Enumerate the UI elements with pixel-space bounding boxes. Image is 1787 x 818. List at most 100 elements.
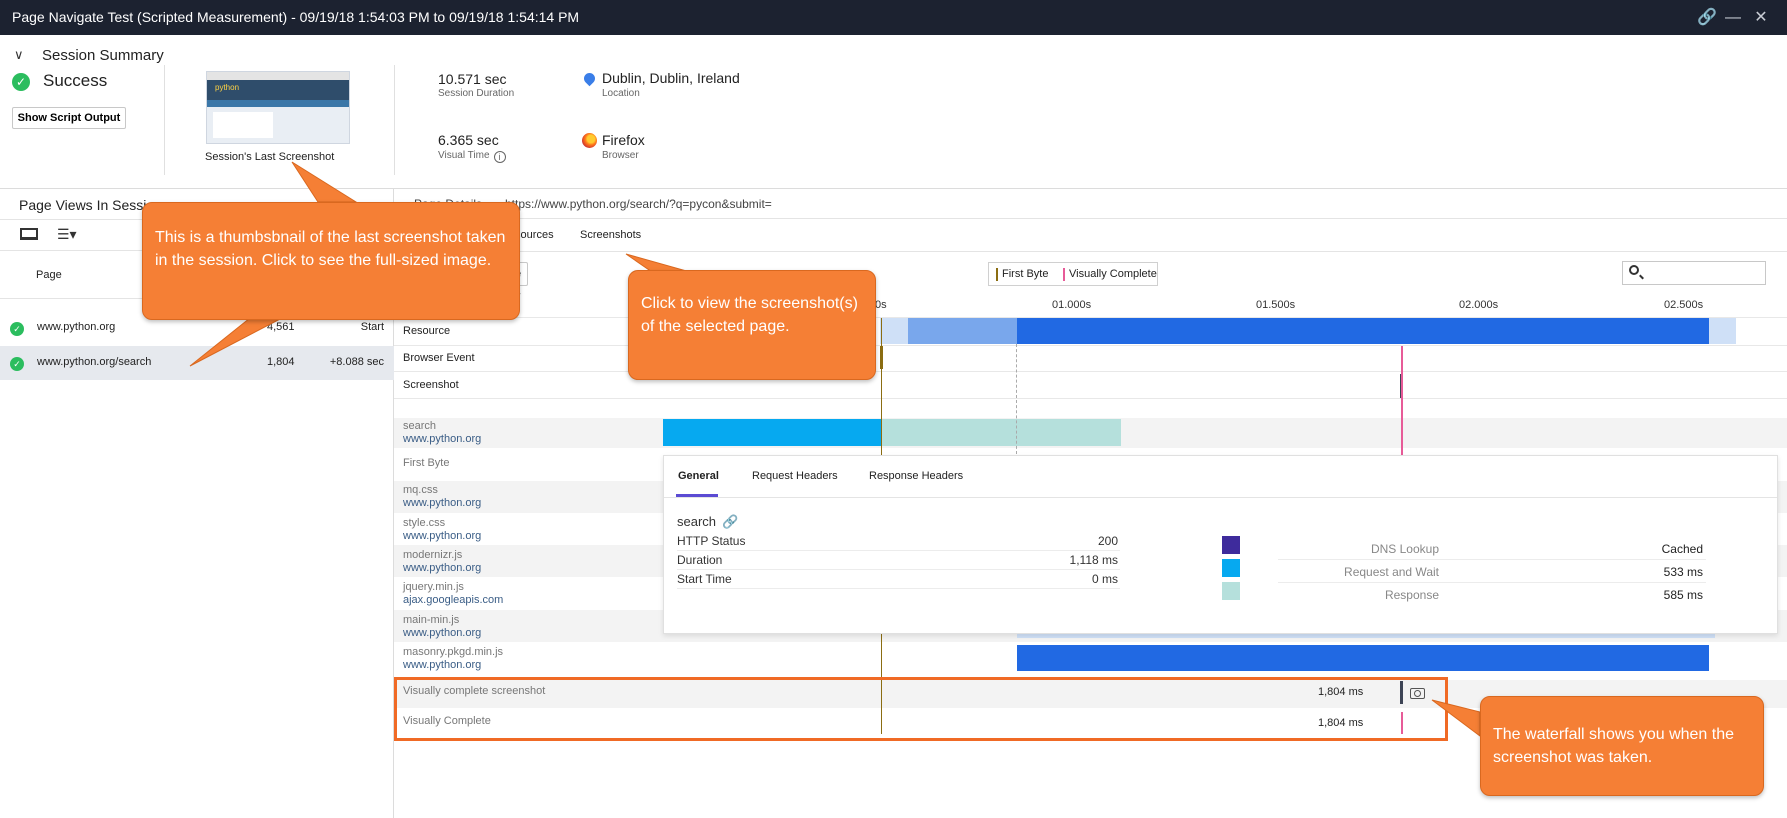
- resource-name: main-min.js: [403, 614, 460, 626]
- divider: [164, 65, 165, 175]
- waterfall-legend: First Byte Visually Complete: [988, 262, 1158, 286]
- field-value: 200: [1097, 534, 1118, 548]
- divider: [677, 569, 1120, 570]
- minimize-icon[interactable]: —: [1725, 9, 1741, 26]
- success-check-icon: ✓: [12, 73, 30, 91]
- divider: [394, 65, 395, 175]
- divider: [677, 588, 1120, 589]
- highlight-box: [394, 677, 1448, 741]
- grid-line: [1016, 344, 1017, 454]
- callout-text: The waterfall shows you when the screens…: [1493, 726, 1735, 766]
- success-check-icon: ✓: [10, 322, 24, 336]
- resource-name: modernizr.js: [403, 549, 463, 561]
- window-title: Page Navigate Test (Scripted Measurement…: [12, 9, 580, 25]
- resource-row[interactable]: jquery.min.js ajax.googleapis.com: [394, 577, 1787, 609]
- waterfall-toolbar: e ▾ First Byte Visually Complete: [394, 253, 1787, 302]
- thumbnail-caption: Session's Last Screenshot: [205, 151, 335, 163]
- tab-general[interactable]: General: [678, 470, 719, 482]
- field-value: 0 ms: [1091, 572, 1118, 586]
- location-value: Dublin, Dublin, Ireland: [602, 70, 740, 86]
- page-details-header: Page Details https://www.python.org/sear…: [394, 189, 1787, 219]
- filter-settings-icon[interactable]: ☰▾: [57, 226, 77, 242]
- show-script-output-button[interactable]: Show Script Output: [12, 107, 126, 129]
- thumbnail-logo: python: [215, 83, 240, 92]
- location-label: Location: [602, 88, 640, 99]
- resource-host: www.python.org: [403, 530, 482, 542]
- tab-response-headers[interactable]: Response Headers: [869, 470, 964, 482]
- swatch-dns: [1222, 536, 1240, 554]
- chevron-down-icon[interactable]: ∨: [14, 47, 24, 62]
- timing-value: 585 ms: [1663, 588, 1703, 602]
- tab-screenshots[interactable]: Screenshots: [580, 229, 642, 241]
- resource-name: First Byte: [403, 457, 450, 469]
- field-label: HTTP Status: [677, 534, 746, 548]
- divider: [394, 345, 1787, 346]
- timing-value: 533 ms: [1663, 565, 1703, 579]
- resource-row[interactable]: masonry.pkgd.min.js www.python.org: [394, 642, 1787, 675]
- last-screenshot-thumbnail[interactable]: python: [206, 71, 350, 144]
- info-icon[interactable]: i: [493, 151, 506, 163]
- tab-active-indicator: [676, 494, 718, 497]
- timing-label: Response: [1384, 588, 1439, 602]
- resource-host: www.python.org: [403, 627, 482, 639]
- resource-row[interactable]: style.css www.python.org: [394, 513, 1787, 545]
- axis-tick: 01.500s: [1256, 299, 1296, 311]
- page-view-row-selected[interactable]: ✓ www.python.org/search 1,804 +8.088 sec: [0, 346, 394, 380]
- visual-time-value: 6.365 sec: [438, 132, 499, 148]
- link-icon[interactable]: 🔗: [722, 514, 739, 529]
- axis-tick: 02.000s: [1459, 299, 1499, 311]
- first-byte-marker: [996, 268, 998, 281]
- browser-label: Browser: [602, 150, 639, 161]
- session-duration-value: 10.571 sec: [438, 71, 507, 87]
- page-view-url: www.python.org: [37, 321, 116, 333]
- divider: [394, 371, 1787, 372]
- legend-first-byte: First Byte: [1002, 268, 1049, 280]
- request-wait-bar[interactable]: [663, 419, 881, 446]
- search-icon: [1629, 265, 1639, 275]
- response-bar[interactable]: [881, 419, 1121, 446]
- link-icon[interactable]: 🔗: [1697, 9, 1717, 26]
- timing-label: Request and Wait: [1344, 565, 1439, 579]
- page-view-size: 1,804: [267, 356, 295, 368]
- resource-name: style.css: [403, 517, 446, 529]
- visually-complete-marker: [1063, 268, 1065, 281]
- window-titlebar: Page Navigate Test (Scripted Measurement…: [0, 0, 1787, 35]
- timing-label: DNS Lookup: [1370, 542, 1439, 556]
- resource-host: www.python.org: [403, 433, 482, 445]
- session-status: Success: [43, 71, 108, 90]
- session-summary-title: Session Summary: [42, 47, 164, 64]
- resource-name: Visually complete screenshot: [403, 685, 546, 697]
- resource-details-popup: General Request Headers Response Headers…: [663, 455, 1778, 634]
- resource-host: www.python.org: [403, 497, 482, 509]
- screenshot-marker[interactable]: [1400, 681, 1403, 704]
- search-input[interactable]: [1622, 261, 1766, 285]
- callout-thumbnail: This is a thumbsbnail of the last screen…: [142, 202, 520, 320]
- column-header-page[interactable]: Page: [36, 269, 62, 281]
- field-label: Start Time: [677, 572, 732, 586]
- axis-tick: 0s: [875, 299, 887, 311]
- resource-time: 1,804 ms: [1318, 717, 1364, 729]
- page-view-start: +8.088 sec: [329, 356, 384, 368]
- tab-request-headers[interactable]: Request Headers: [752, 470, 838, 482]
- success-check-icon: ✓: [10, 357, 24, 371]
- resource-bar[interactable]: [1017, 645, 1709, 671]
- divider: [1278, 559, 1706, 560]
- field-label: Duration: [677, 553, 723, 567]
- callout-text: Click to view the screenshot(s) of the s…: [641, 295, 858, 335]
- page-view-url: www.python.org/search: [37, 356, 152, 368]
- page-view-start: Start: [360, 321, 384, 333]
- visually-complete-row[interactable]: Visually Complete 1,804 ms: [394, 710, 1787, 738]
- resource-row[interactable]: First Byte: [394, 448, 1787, 480]
- session-summary: ∨ Session Summary ✓ Success Show Script …: [0, 35, 1787, 189]
- timing-value: Cached: [1661, 542, 1703, 556]
- resource-name: masonry.pkgd.min.js: [403, 646, 504, 658]
- camera-icon[interactable]: [1410, 688, 1425, 699]
- resource-time: 1,804 ms: [1318, 686, 1364, 698]
- visually-complete-marker: [1401, 712, 1403, 734]
- resource-name: mq.css: [403, 484, 438, 496]
- resource-bar[interactable]: [1017, 318, 1709, 344]
- detail-tabs: Resources Screenshots: [394, 219, 1787, 252]
- firefox-icon: [582, 133, 597, 148]
- close-icon[interactable]: ✕: [1754, 9, 1768, 26]
- monitor-icon[interactable]: [20, 228, 38, 240]
